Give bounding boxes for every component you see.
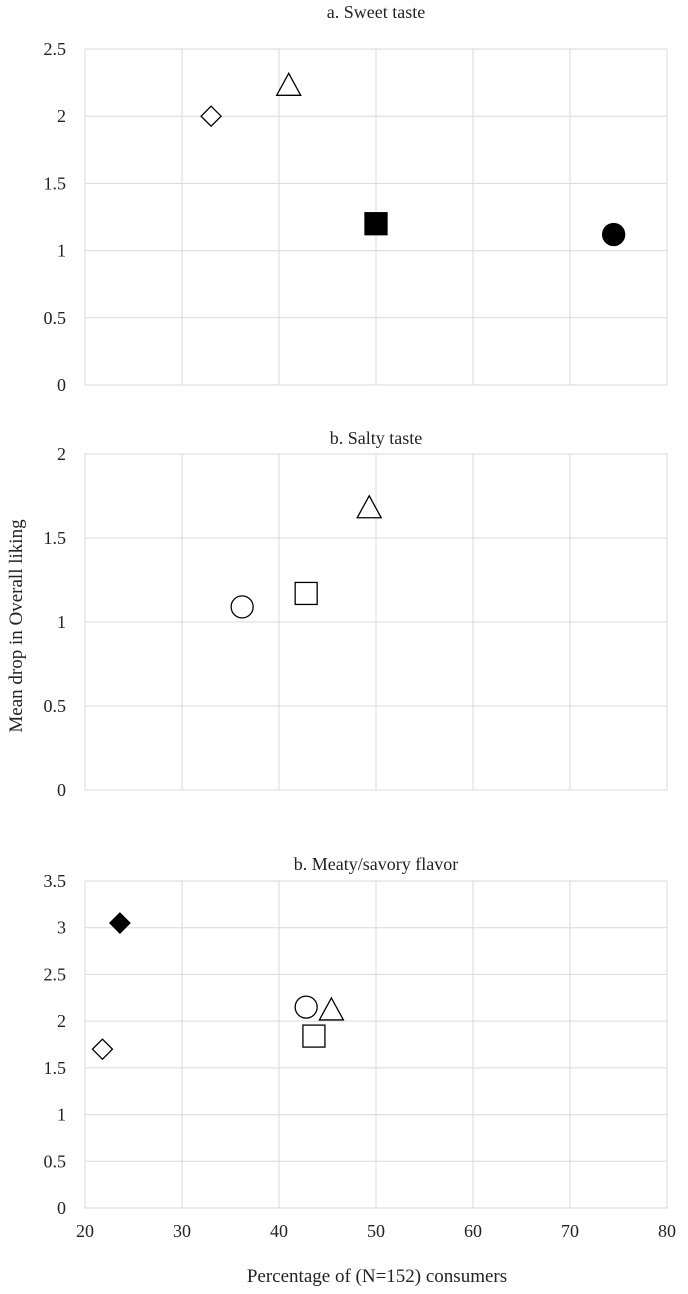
- chart-panel-3: b. Meaty/savory flavor 20 30 40 50 60 70 80 0 0.5…: [44, 854, 677, 1241]
- y-tick-label: 2: [57, 444, 66, 464]
- y-tick-label: 1.5: [44, 173, 67, 193]
- y-tick-label: 0: [57, 1198, 66, 1218]
- y-tick-label: 1.5: [44, 1058, 67, 1078]
- y-tick-label: 2: [57, 1011, 66, 1031]
- x-tick-label: 50: [367, 1221, 385, 1241]
- x-tick-label: 60: [464, 1221, 482, 1241]
- data-point-square-filled: [364, 212, 388, 236]
- x-tick-label: 20: [76, 1221, 94, 1241]
- data-point-circle-open: [230, 595, 254, 619]
- y-tick-label: 0.5: [44, 696, 67, 716]
- data-point-diamond-open: [200, 105, 223, 128]
- data-point-diamond-filled: [109, 912, 131, 934]
- y-tick-label: 3: [57, 918, 66, 938]
- y-tick-label: 1: [57, 1105, 66, 1125]
- y-tick-label: 1: [57, 612, 66, 632]
- y-tick-label: 2.5: [44, 39, 67, 59]
- data-point-circle-open: [294, 995, 318, 1019]
- data-point-square-open: [302, 1024, 326, 1048]
- x-axis-label: Percentage of (N=152) consumers: [247, 1266, 507, 1287]
- y-tick-label: 0: [57, 780, 66, 800]
- y-tick-label: 1.5: [44, 528, 67, 548]
- chart-title: b. Meaty/savory flavor: [294, 854, 458, 874]
- x-tick-label: 40: [270, 1221, 288, 1241]
- y-tick-label: 2.5: [44, 964, 67, 984]
- data-point-triangle-open: [318, 996, 345, 1021]
- x-tick-label: 80: [658, 1221, 676, 1241]
- x-tick-label: 30: [173, 1221, 191, 1241]
- plot-border: [84, 453, 668, 791]
- y-axis-label: Mean drop in Overall liking: [6, 519, 27, 733]
- chart-panel-1: a. Sweet taste 0 0.5 1 1.5 2 2.5: [44, 2, 668, 395]
- data-point-triangle-open: [356, 494, 383, 519]
- chart-title: a. Sweet taste: [327, 2, 425, 22]
- y-tick-label: 0.5: [44, 308, 67, 328]
- y-tick-label: 2: [57, 106, 66, 126]
- data-point-circle-filled: [602, 222, 626, 247]
- y-tick-label: 0: [57, 375, 66, 395]
- plot-border: [84, 880, 668, 1209]
- plot-border: [84, 48, 668, 386]
- y-tick-label: 0.5: [44, 1151, 67, 1171]
- y-tick-label: 1: [57, 241, 66, 261]
- chart-panel-2: b. Salty taste 0 0.5 1 1.5 2: [44, 428, 668, 800]
- y-tick-label: 3.5: [44, 871, 67, 891]
- x-tick-label: 70: [561, 1221, 579, 1241]
- chart-title: b. Salty taste: [330, 428, 423, 448]
- data-point-triangle-open: [275, 71, 302, 96]
- data-point-diamond-open: [91, 1038, 114, 1061]
- data-point-square-open: [294, 581, 318, 606]
